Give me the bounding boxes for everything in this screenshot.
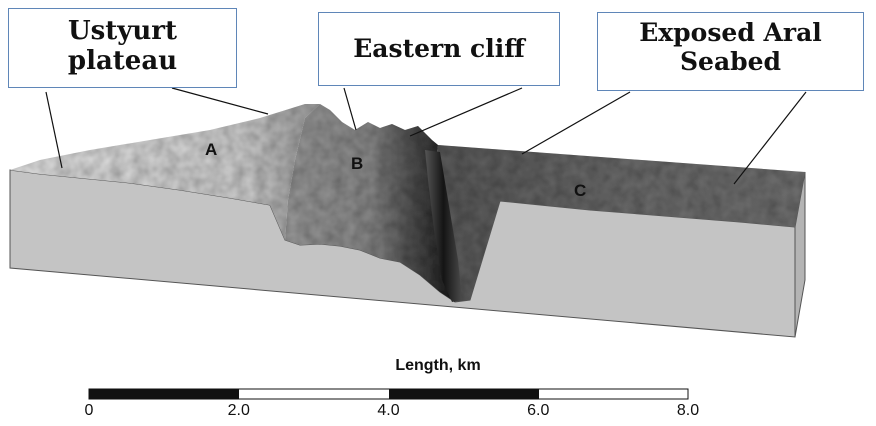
scale-tick-label: 6.0	[527, 402, 550, 419]
callout-ustyurt-line2: plateau	[67, 45, 178, 76]
leader-ustyurt-2	[171, 87, 269, 115]
plateau-surface	[10, 104, 320, 240]
zone-label-b: B	[351, 154, 364, 173]
seabed-surface	[432, 145, 805, 302]
leader-seabed-2	[733, 91, 807, 185]
scale-tick-label: 4.0	[377, 402, 400, 419]
scale-title: Length, km	[395, 357, 481, 374]
cliff-surface	[285, 104, 455, 302]
scale-tick-label: 0	[84, 402, 94, 419]
callout-cliff-line1: Eastern cliff	[353, 34, 525, 63]
leader-cliff-1	[343, 87, 357, 131]
callout-ustyurt-line1: Ustyurt	[67, 16, 178, 46]
scale-tick-label: 2.0	[227, 402, 250, 419]
callout-seabed-line2: Seabed	[679, 46, 782, 76]
callout-seabed-line1: Exposed Aral	[639, 18, 822, 47]
cliff-trough	[425, 150, 462, 302]
zone-label-a: A	[205, 140, 218, 159]
scale-segment-1	[89, 389, 239, 399]
callout-exposed-seabed: Exposed Aral Seabed	[597, 12, 864, 91]
leader-ustyurt-1	[45, 91, 63, 169]
leader-cliff-2	[409, 87, 523, 137]
callout-eastern-cliff: Eastern cliff	[318, 12, 560, 86]
leader-seabed-1	[521, 91, 631, 155]
zone-label-c: C	[574, 181, 587, 200]
leader-lines	[45, 87, 807, 185]
scale-segment-3	[389, 389, 539, 399]
scale-bar	[88, 388, 689, 400]
callout-ustyurt-plateau: Ustyurt plateau	[8, 8, 237, 88]
scale-tick-label: 8.0	[676, 402, 700, 419]
